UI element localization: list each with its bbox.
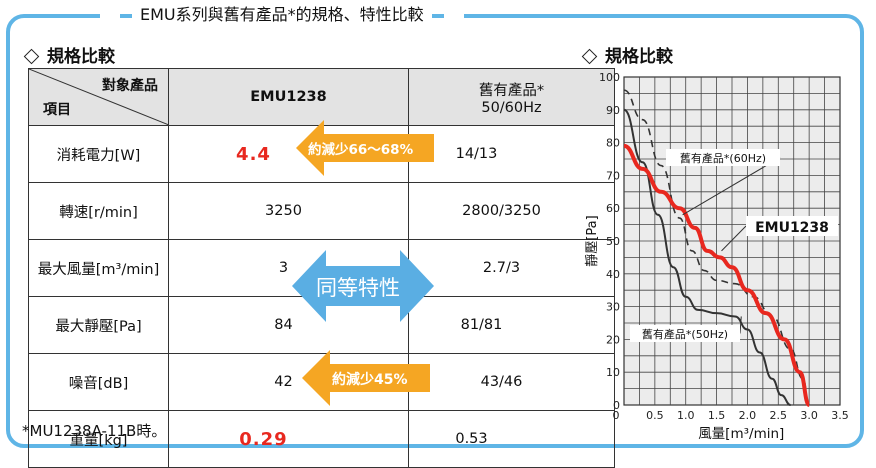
pq-chart: 0 10 20 30 40 50 60 70 80 90 100 0 0.5 1.0 1.5 2.0 2.5 3.… xyxy=(574,36,864,446)
y-tick-label: 40 xyxy=(606,268,620,281)
right-section-title: 規格比較 xyxy=(605,47,673,67)
table-row: 消耗電力[W] 4.4 14/13 xyxy=(28,125,615,183)
x-tick-label: 1.0 xyxy=(677,409,695,422)
diagonal-line xyxy=(29,69,169,125)
cell-old: 2.7/3 xyxy=(408,239,615,297)
cell-old: 14/13 xyxy=(408,125,615,183)
table-row: 重量[kg] 0.29 0.53 xyxy=(28,410,615,468)
y-tick-label: 60 xyxy=(606,202,620,215)
col-header-old-line2: 50/60Hz xyxy=(481,99,542,116)
cell-old-value: 2.7/3 xyxy=(482,260,521,276)
header-target-label: 對象產品 xyxy=(102,78,158,94)
left-section-title: 規格比較 xyxy=(47,47,115,67)
x-axis-label: 風量[m³/min] xyxy=(698,426,784,442)
row-label: 轉速[r/min] xyxy=(28,182,169,240)
cell-new-value: 84 xyxy=(274,317,293,333)
row-label: 噪音[dB] xyxy=(28,353,169,411)
cell-new-value: 3 xyxy=(278,260,289,276)
table-row: 轉速[r/min] 3250 2800/3250 xyxy=(28,182,615,240)
x-tick-label: 1.5 xyxy=(708,409,726,422)
label-old-50hz: 舊有產品*(50Hz) xyxy=(642,327,728,341)
right-section-heading: 規格比較 xyxy=(580,42,673,67)
x-tick-label: 2.5 xyxy=(770,409,788,422)
col-header-old-line1: 舊有產品* xyxy=(478,82,545,99)
cell-new-value: 3250 xyxy=(265,203,302,219)
table-row: 最大風量[m³/min] 3 2.7/3 xyxy=(28,239,615,297)
y-tick-label: 0 xyxy=(613,399,620,412)
y-tick-label: 20 xyxy=(606,333,620,346)
footnote: *MU1238A-11B時。 xyxy=(22,422,167,440)
cell-old: 81/81 xyxy=(408,296,615,354)
cell-old-value: 81/81 xyxy=(460,317,503,333)
label-old-60hz-leader xyxy=(682,157,781,216)
equal-performance-label: 同等特性 xyxy=(316,276,400,300)
cell-new-value: 42 xyxy=(274,374,293,390)
title-bar-left xyxy=(120,13,132,18)
cell-old-value: 0.53 xyxy=(455,431,488,447)
label-old-50hz-leader xyxy=(739,316,742,334)
y-tick-label: 70 xyxy=(606,169,620,182)
col-header-old: 舊有產品* 50/60Hz xyxy=(408,68,615,126)
y-tick-label: 90 xyxy=(606,104,620,117)
row-label: 最大風量[m³/min] xyxy=(28,239,169,297)
x-tick-label: 0.5 xyxy=(646,409,664,422)
row-label: 最大靜壓[Pa] xyxy=(28,296,169,354)
label-emu1238-box xyxy=(746,216,838,236)
y-axis-label: 靜壓[Pa] xyxy=(585,215,600,266)
series-line-0 xyxy=(623,143,812,407)
y-tick-label: 100 xyxy=(599,71,620,84)
series-line-2 xyxy=(623,108,791,406)
equal-performance-arrow xyxy=(292,250,434,322)
cell-old: 0.53 xyxy=(408,410,615,468)
y-tick-label: 80 xyxy=(606,137,620,150)
cell-new-value: 0.29 xyxy=(239,428,288,450)
series-line-1 xyxy=(623,89,810,406)
weight-reduction-label: 約減少45% xyxy=(332,372,408,388)
label-old-60hz-box xyxy=(666,149,780,166)
col-header-new: EMU1238 xyxy=(168,68,409,126)
y-tick-label: 10 xyxy=(606,366,620,379)
label-emu1238: EMU1238 xyxy=(755,220,829,236)
cell-new-value: 4.4 xyxy=(236,143,271,165)
left-section-heading: 規格比較 xyxy=(22,42,115,67)
row-label: 消耗電力[W] xyxy=(28,125,169,183)
diagonal-header-cell: 對象產品 項目 xyxy=(28,68,169,126)
label-old-50hz-box xyxy=(630,325,740,342)
label-old-60hz: 舊有產品*(60Hz) xyxy=(680,151,766,165)
power-reduction-label: 約減少66～68% xyxy=(308,142,414,158)
cell-old-value: 2800/3250 xyxy=(462,203,541,219)
x-tick-label: 3.5 xyxy=(831,409,849,422)
frame-title: EMU系列與舊有產品*的規格、特性比較 xyxy=(100,2,464,28)
cell-old-value: 14/13 xyxy=(455,146,498,162)
power-reduction-arrow xyxy=(296,120,434,176)
y-tick-label: 50 xyxy=(606,235,620,248)
cell-new: 3250 xyxy=(168,182,409,240)
cell-old: 43/46 xyxy=(408,353,615,411)
x-tick-label: 3.0 xyxy=(800,409,818,422)
x-tick-label: 0 xyxy=(613,409,620,422)
x-tick-label: 2.0 xyxy=(739,409,757,422)
diamond-icon xyxy=(23,48,40,64)
pq-chart-svg: 0 10 20 30 40 50 60 70 80 90 100 0 0.5 1.0 1.5 2.0 2.5 3.… xyxy=(585,71,849,442)
title-bar-right xyxy=(431,13,444,18)
y-tick-label: 30 xyxy=(606,301,620,314)
label-emu1238-leader xyxy=(721,225,747,252)
frame-title-text: EMU系列與舊有產品*的規格、特性比較 xyxy=(140,5,424,24)
header-item-label: 項目 xyxy=(43,102,71,118)
cell-old-value: 43/46 xyxy=(480,374,523,390)
weight-reduction-arrow xyxy=(302,350,430,406)
cell-new: 0.29 xyxy=(168,410,409,468)
spec-table: 對象產品 項目 EMU1238 舊有產品* 50/60Hz 消耗電力[W] 4.… xyxy=(28,68,615,468)
cell-old: 2800/3250 xyxy=(408,182,615,240)
table-header-row: 對象產品 項目 EMU1238 舊有產品* 50/60Hz xyxy=(28,68,615,126)
table-row: 最大靜壓[Pa] 84 81/81 xyxy=(28,296,615,354)
table-row: 噪音[dB] 42 43/46 xyxy=(28,353,615,411)
